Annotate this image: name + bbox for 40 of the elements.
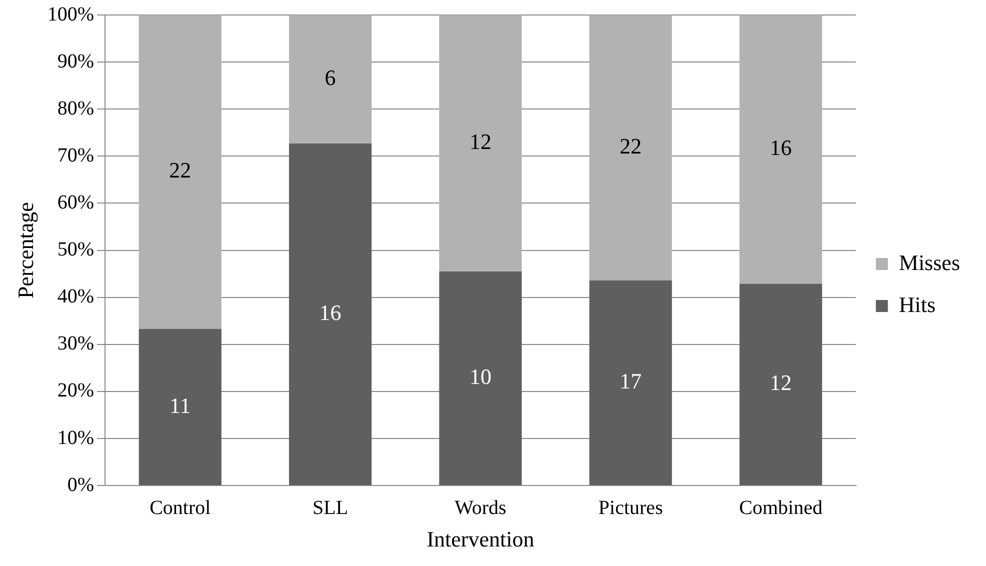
y-tick-label: 60% <box>57 191 94 214</box>
legend-label: Hits <box>898 292 936 317</box>
x-axis-title: Intervention <box>426 526 534 552</box>
annotation: 22 <box>169 158 192 183</box>
x-tick-label: Control <box>150 496 212 519</box>
bar <box>138 15 222 329</box>
y-tick-label: 20% <box>57 380 94 402</box>
y-tick-label: 10% <box>57 426 94 449</box>
x-tick-label: Combined <box>739 496 822 519</box>
bar <box>439 15 522 272</box>
bar <box>740 15 822 284</box>
y-tick-label: 80% <box>57 97 94 120</box>
annotation: 12 <box>469 129 492 154</box>
bar <box>740 284 822 486</box>
annotation: 12 <box>770 370 792 396</box>
y-tick-label: 100% <box>47 3 94 26</box>
annotation: 22 <box>620 133 642 158</box>
annotation: 6 <box>324 65 336 90</box>
x-tick-label: Words <box>454 496 507 519</box>
annotation: 16 <box>770 135 792 160</box>
annotation: 17 <box>620 368 642 394</box>
x-tick-label: SLL <box>312 496 348 519</box>
bar <box>439 271 522 486</box>
legend-label: Misses <box>898 250 960 275</box>
annotation: 11 <box>170 392 191 418</box>
y-tick-label: 70% <box>57 144 94 166</box>
bar <box>289 143 372 486</box>
bar <box>589 15 672 280</box>
bar <box>138 328 222 486</box>
y-tick-label: 30% <box>57 332 94 355</box>
y-tick-label: 90% <box>57 50 94 72</box>
bar <box>289 15 372 144</box>
x-tick-label: Pictures <box>598 496 664 519</box>
y-tick-label: 40% <box>57 286 94 308</box>
bar <box>589 280 672 486</box>
y-tick-label: 0% <box>67 474 94 496</box>
y-tick-label: 50% <box>57 238 94 261</box>
annotation: 10 <box>469 364 492 390</box>
y-axis-title: Percentage <box>12 202 38 299</box>
annotation: 16 <box>319 300 342 326</box>
